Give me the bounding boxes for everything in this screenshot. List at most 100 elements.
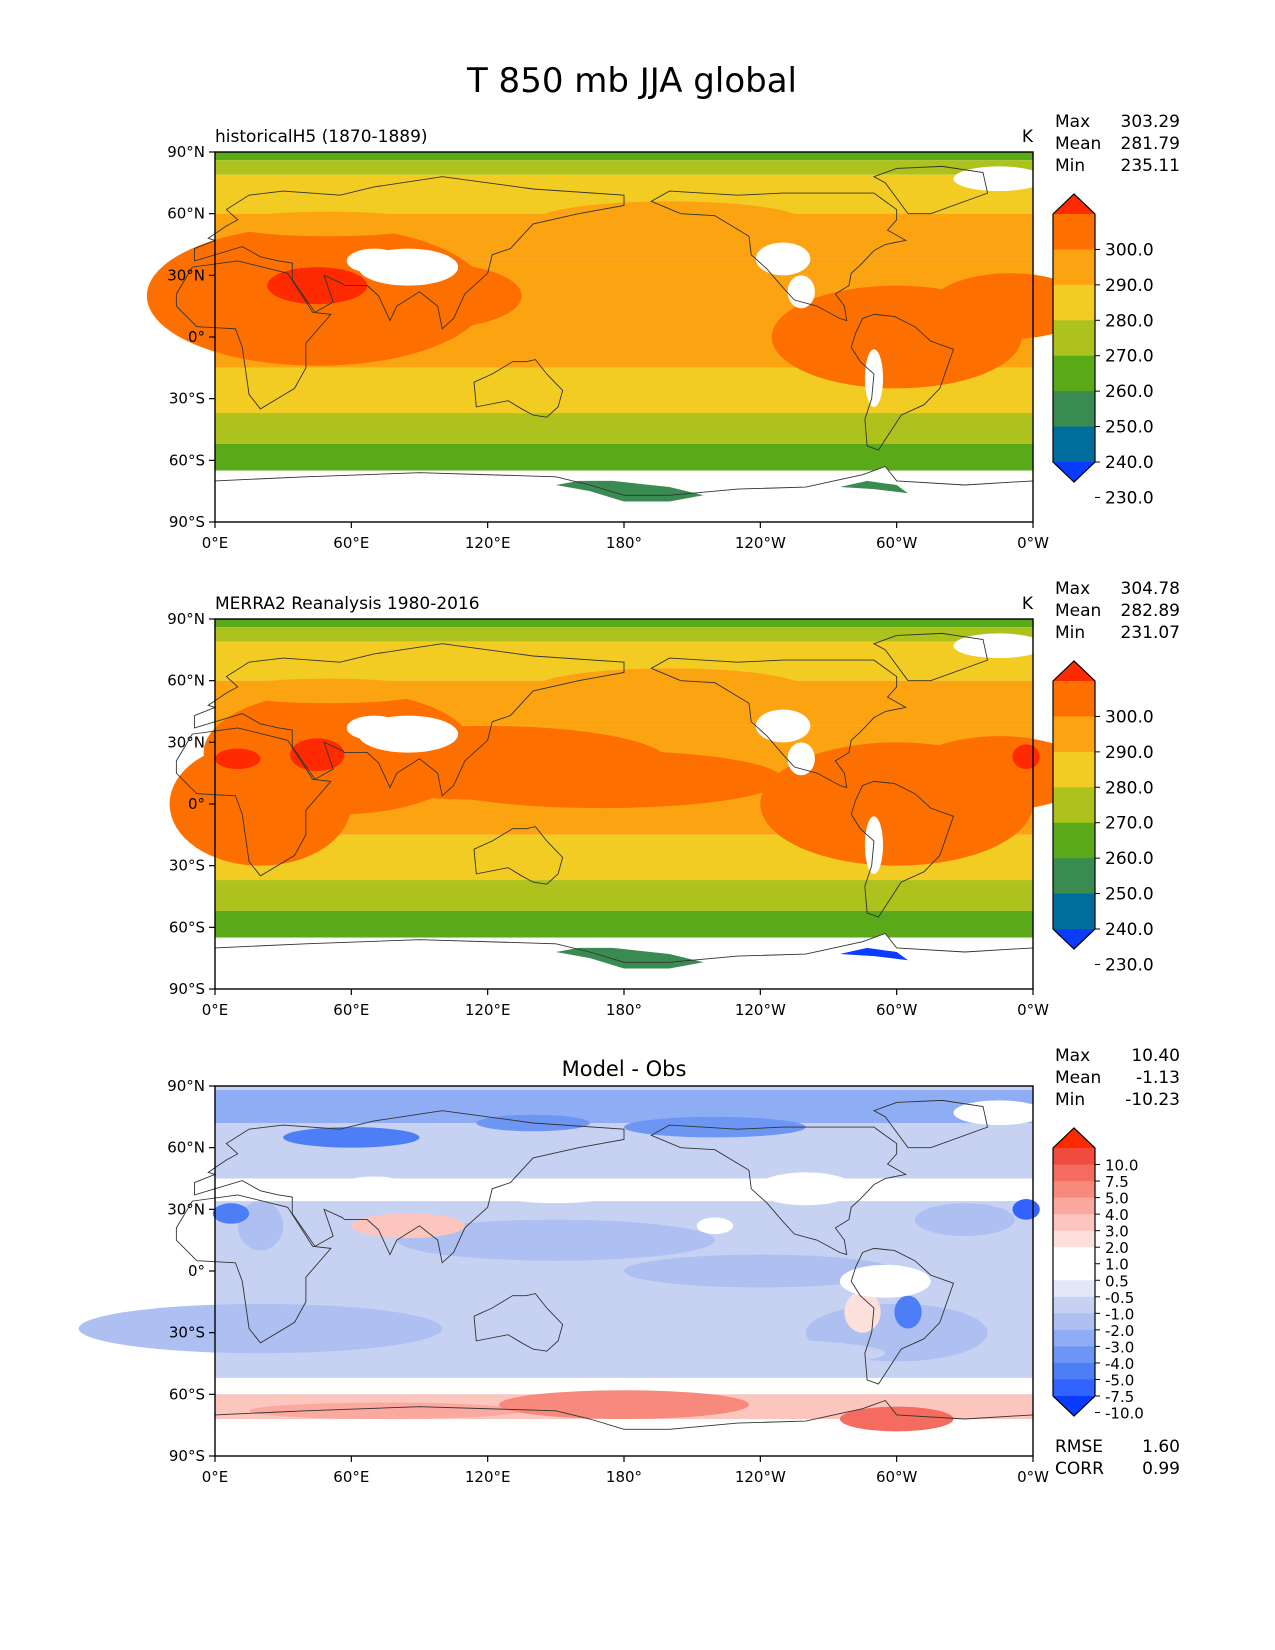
contour-field — [755, 1172, 856, 1206]
colorbar-swatch — [1053, 1148, 1095, 1166]
y-tick-label: 90°S — [169, 513, 205, 531]
contour-field — [337, 1176, 411, 1202]
colorbar-swatch — [1053, 391, 1095, 428]
contour-field — [894, 1295, 922, 1329]
colorbar-label: 1.0 — [1105, 1256, 1129, 1274]
x-tick-label: 120°E — [465, 1001, 511, 1019]
x-tick-label: 180° — [606, 1468, 642, 1486]
colorbar-swatch — [1053, 858, 1095, 895]
colorbar-extend-low — [1053, 462, 1095, 482]
coastline-australia — [473, 1293, 564, 1352]
colorbar-swatch — [1053, 1263, 1095, 1281]
colorbar-swatch — [1053, 751, 1095, 788]
stat-value: 282.89 — [1121, 601, 1180, 621]
colorbar-swatch — [1053, 1296, 1095, 1314]
panels: historicalH5 (1870-1889) K Max 303.29 Mean 28… — [78, 112, 1180, 1486]
contour-field — [696, 1217, 734, 1235]
contour-field — [844, 1291, 881, 1333]
y-tick-label: 90°N — [167, 1077, 205, 1095]
contour-field — [839, 1406, 954, 1432]
x-tick-label: 180° — [606, 534, 642, 552]
colorbar-extend-low — [1053, 1396, 1095, 1416]
panel-left-title: historicalH5 (1870-1889) — [215, 127, 428, 147]
colorbar-label: 4.0 — [1105, 1206, 1129, 1224]
y-tick-label: 90°N — [167, 143, 205, 161]
coastline-africa — [175, 1194, 332, 1344]
colorbar-label: 300.0 — [1105, 707, 1154, 727]
x-tick-label: 0°E — [202, 534, 229, 552]
colorbar-label: -4.0 — [1105, 1355, 1134, 1373]
colorbar-swatch — [1053, 320, 1095, 357]
metric-value: 1.60 — [1142, 1437, 1180, 1457]
contour-field — [908, 736, 1090, 811]
panel-model: historicalH5 (1870-1889) K Max 303.29 Mean 28… — [146, 112, 1180, 552]
colorbar-swatch — [1053, 681, 1095, 717]
contour-field — [839, 480, 909, 494]
colorbar-label: 240.0 — [1105, 453, 1154, 473]
coastline-australia — [473, 359, 564, 418]
contour-band — [215, 1178, 1033, 1202]
contour-field — [953, 633, 1045, 659]
x-tick-label: 60°E — [333, 1001, 369, 1019]
coastline-samerica — [850, 1247, 955, 1385]
contour-field — [624, 1254, 897, 1288]
contour-band — [215, 910, 1033, 938]
coastline-eurasia — [194, 1110, 625, 1264]
colorbar-swatch — [1053, 355, 1095, 392]
contour-field — [237, 1201, 284, 1251]
x-tick-label: 0°W — [1017, 1001, 1049, 1019]
colorbar-label: 300.0 — [1105, 240, 1154, 260]
contour-field — [839, 1264, 931, 1298]
panel-units: K — [1022, 127, 1034, 147]
stat-value: 304.78 — [1121, 579, 1180, 599]
coastline-antarctica — [214, 465, 1034, 496]
colorbar-swatch — [1053, 1230, 1095, 1248]
colorbar-label: 270.0 — [1105, 347, 1154, 367]
coastline-eurasia — [194, 643, 625, 797]
metric-label: CORR — [1055, 1459, 1104, 1479]
colorbar-extend-high — [1053, 661, 1095, 681]
colorbar-swatch — [1053, 1313, 1095, 1331]
stat-label: Min — [1055, 623, 1085, 643]
coastline-greenland — [872, 632, 989, 682]
colorbar-swatch — [1053, 214, 1095, 250]
panel-left-title: MERRA2 Reanalysis 1980-2016 — [215, 594, 480, 614]
colorbar-swatch — [1053, 426, 1095, 463]
x-tick-label: 0°W — [1017, 1468, 1049, 1486]
colorbar-label: -2.0 — [1105, 1322, 1134, 1340]
colorbar-swatch — [1053, 787, 1095, 824]
coastline-greenland — [872, 1099, 989, 1149]
colorbar-label: 0.5 — [1105, 1272, 1129, 1290]
stat-value: -1.13 — [1136, 1068, 1180, 1088]
colorbar-swatch — [1053, 1379, 1095, 1397]
stat-label: Mean — [1055, 601, 1101, 621]
x-tick-label: 120°W — [735, 1001, 786, 1019]
y-tick-label: 30°S — [169, 857, 205, 875]
y-tick-label: 30°N — [167, 733, 205, 751]
contour-band — [215, 152, 1033, 161]
stat-value: 235.11 — [1121, 156, 1180, 176]
colorbar-swatch — [1053, 1197, 1095, 1215]
x-tick-label: 0°W — [1017, 534, 1049, 552]
colorbar-label: 290.0 — [1105, 743, 1154, 763]
map-field — [146, 152, 1090, 522]
y-tick-label: 90°S — [169, 1447, 205, 1465]
colorbar-label: -0.5 — [1105, 1289, 1134, 1307]
contour-field — [1012, 1199, 1040, 1220]
y-tick-label: 30°N — [167, 266, 205, 284]
x-tick-label: 0°E — [202, 1468, 229, 1486]
colorbar-label: 3.0 — [1105, 1223, 1129, 1241]
contour-field — [396, 1219, 715, 1261]
coastline-namerica — [650, 657, 908, 789]
metric-label: RMSE — [1055, 1437, 1103, 1457]
contour-field — [914, 1203, 1015, 1237]
stat-value: 10.40 — [1131, 1046, 1180, 1066]
contour-field — [624, 1116, 806, 1138]
colorbar-label: 280.0 — [1105, 778, 1154, 798]
map-field — [169, 619, 1090, 989]
coastline-eurasia — [194, 176, 625, 330]
colorbar-swatch — [1053, 1247, 1095, 1265]
contour-band — [215, 413, 1033, 444]
contour-field — [930, 273, 1090, 340]
